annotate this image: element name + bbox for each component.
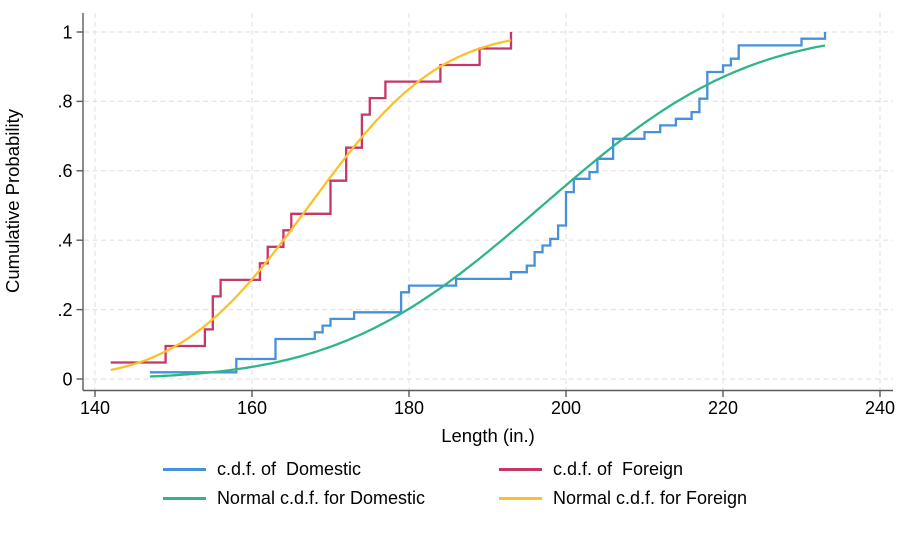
legend-label: c.d.f. of Domestic — [216, 459, 361, 479]
legend-column-foreign: c.d.f. of Foreign Normal c.d.f. for Fore… — [498, 457, 748, 511]
axis-layer: 140 160 180 200 220 240 0 .2 .4 .6 .8 1 — [57, 13, 895, 418]
legend-label: c.d.f. of Foreign — [552, 459, 684, 479]
series-line-normal — [149, 44, 826, 378]
legend-item-cdf-domestic: c.d.f. of Domestic — [162, 457, 425, 482]
y-tick-label: 1 — [62, 22, 72, 42]
x-tick-label: 200 — [551, 398, 581, 418]
y-tick-label: .6 — [57, 161, 72, 181]
x-tick-label: 240 — [865, 398, 895, 418]
legend-column-domestic: c.d.f. of Domestic Normal c.d.f. for Dom… — [162, 457, 425, 511]
y-tick-label: 0 — [62, 369, 72, 389]
grid-layer — [84, 13, 893, 390]
x-tick-label: 220 — [708, 398, 738, 418]
legend-label: Normal c.d.f. for Domestic — [216, 488, 425, 508]
x-tick-label: 180 — [394, 398, 424, 418]
y-tick-label: .2 — [57, 300, 72, 320]
y-tick-label: .4 — [57, 231, 72, 251]
series-line-step — [149, 32, 827, 374]
legend-item-normal-foreign: Normal c.d.f. for Foreign — [498, 486, 748, 511]
legend-key-line-green-icon — [162, 497, 206, 500]
series-line-normal — [110, 39, 512, 372]
y-axis-title: Cumulative Probability — [2, 108, 23, 293]
legend-key-line-blue-icon — [162, 468, 206, 471]
legend-label: Normal c.d.f. for Foreign — [552, 488, 748, 508]
x-tick-label: 160 — [237, 398, 267, 418]
legend-key-line-red-icon — [498, 468, 542, 471]
legend-item-cdf-foreign: c.d.f. of Foreign — [498, 457, 747, 482]
series-line-step — [110, 32, 513, 364]
x-tick-label: 140 — [80, 398, 110, 418]
y-tick-label: .8 — [57, 92, 72, 112]
x-axis-title: Length (in.) — [441, 425, 535, 446]
legend-item-normal-domestic: Normal c.d.f. for Domestic — [162, 486, 425, 511]
legend: c.d.f. of Domestic Normal c.d.f. for Dom… — [0, 457, 910, 511]
legend-key-line-yellow-icon — [498, 497, 542, 500]
series-layer — [110, 32, 827, 378]
